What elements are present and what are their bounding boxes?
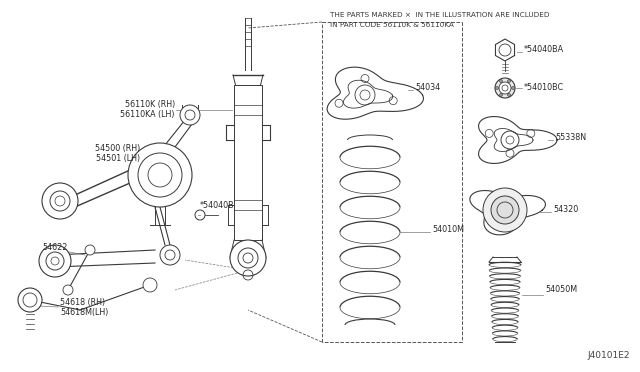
Text: 54034: 54034 <box>415 83 440 93</box>
Text: 54500 (RH): 54500 (RH) <box>95 144 140 153</box>
Text: *54040B: *54040B <box>200 201 235 209</box>
Circle shape <box>160 245 180 265</box>
Circle shape <box>495 87 499 90</box>
Text: IN PART CODE 56110K & 56110KA: IN PART CODE 56110K & 56110KA <box>330 22 454 28</box>
Circle shape <box>180 105 200 125</box>
Circle shape <box>508 80 511 83</box>
Text: 54050M: 54050M <box>545 285 577 295</box>
Circle shape <box>499 82 511 94</box>
Text: THE PARTS MARKED ×  IN THE ILLUSTRATION ARE INCLUDED: THE PARTS MARKED × IN THE ILLUSTRATION A… <box>330 12 550 18</box>
Circle shape <box>85 245 95 255</box>
Text: 55338N: 55338N <box>555 134 586 142</box>
Text: *54010BC: *54010BC <box>524 83 564 93</box>
Circle shape <box>143 278 157 292</box>
Circle shape <box>508 93 511 96</box>
Circle shape <box>511 87 515 90</box>
Circle shape <box>499 80 502 83</box>
Text: 54618M(LH): 54618M(LH) <box>60 308 108 317</box>
Circle shape <box>42 183 78 219</box>
Circle shape <box>18 288 42 312</box>
Text: 54320: 54320 <box>553 205 579 215</box>
Circle shape <box>491 196 519 224</box>
Circle shape <box>128 143 192 207</box>
Text: 54618 (RH): 54618 (RH) <box>60 298 105 307</box>
Text: 54501 (LH): 54501 (LH) <box>96 154 140 163</box>
Text: 56110KA (LH): 56110KA (LH) <box>120 110 175 119</box>
Text: J40101E2: J40101E2 <box>588 351 630 360</box>
Text: 54010M: 54010M <box>432 225 464 234</box>
Text: 54622: 54622 <box>43 244 68 253</box>
Circle shape <box>39 245 71 277</box>
Circle shape <box>230 240 266 276</box>
Bar <box>234 85 262 240</box>
Circle shape <box>483 188 527 232</box>
Circle shape <box>499 93 502 96</box>
Text: 56110K (RH): 56110K (RH) <box>125 100 175 109</box>
Circle shape <box>495 78 515 98</box>
Circle shape <box>63 285 73 295</box>
Text: *54040BA: *54040BA <box>524 45 564 55</box>
